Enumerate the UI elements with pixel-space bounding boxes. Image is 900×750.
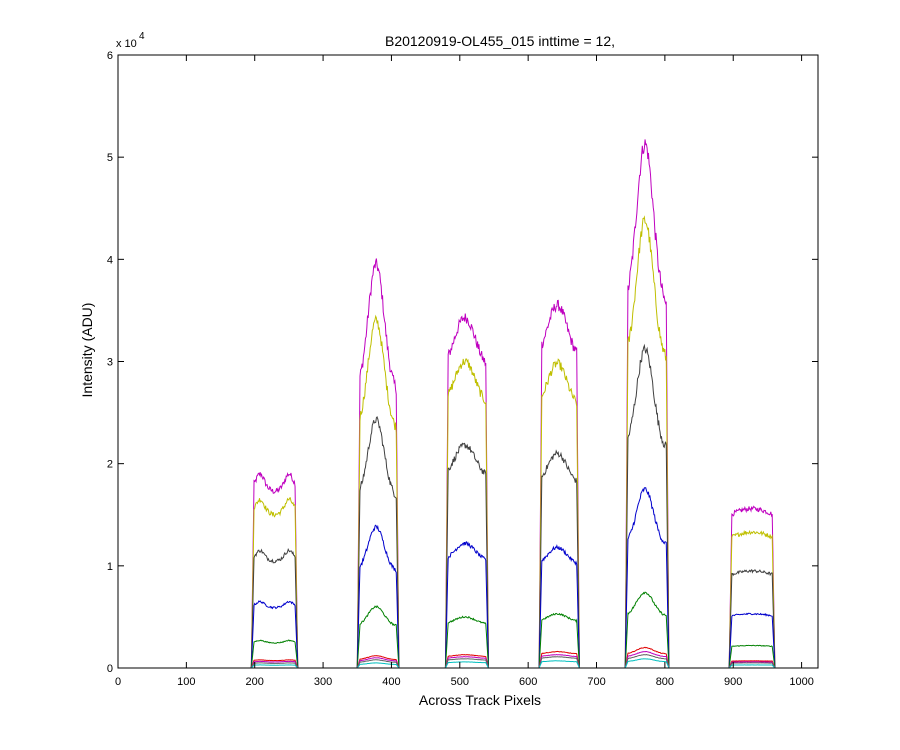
- y-tick-label-10000: 1: [107, 561, 113, 573]
- x-tick-label-600: 600: [519, 676, 537, 688]
- y-tick-label-30000: 3: [107, 357, 113, 369]
- y-tick-label-60000: 6: [107, 50, 113, 62]
- y-tick-label-50000: 5: [107, 152, 113, 164]
- x-tick-label-0: 0: [115, 676, 121, 688]
- x-tick-label-100: 100: [177, 676, 195, 688]
- y-exponent-power: 4: [139, 31, 145, 42]
- series-line-5: [118, 591, 818, 669]
- series-line-9: [118, 658, 818, 669]
- x-tick-label-900: 900: [724, 676, 742, 688]
- x-tick-label-700: 700: [587, 676, 605, 688]
- series-layer: [118, 139, 818, 669]
- y-axis-title: Intensity (ADU): [79, 303, 95, 398]
- x-tick-label-400: 400: [382, 676, 400, 688]
- x-tick-label-300: 300: [314, 676, 332, 688]
- x-tick-label-800: 800: [656, 676, 674, 688]
- y-tick-label-20000: 2: [107, 459, 113, 471]
- chart-title: B20120919-OL455_015 inttime = 12,: [385, 33, 615, 49]
- x-tick-label-200: 200: [246, 676, 264, 688]
- tick-marks: [117, 54, 818, 669]
- y-tick-label-40000: 4: [107, 254, 113, 266]
- tick-labels: 0 100 200 300 400 500 600 700 800 900 1000 0 1 2 3 4 5 6: [107, 50, 814, 688]
- x-tick-label-1000: 1000: [789, 676, 813, 688]
- x-axis-title: Across Track Pixels: [419, 692, 541, 708]
- y-exponent-prefix: x 10: [116, 38, 137, 50]
- x-tick-label-500: 500: [451, 676, 469, 688]
- y-tick-label-0: 0: [107, 663, 113, 675]
